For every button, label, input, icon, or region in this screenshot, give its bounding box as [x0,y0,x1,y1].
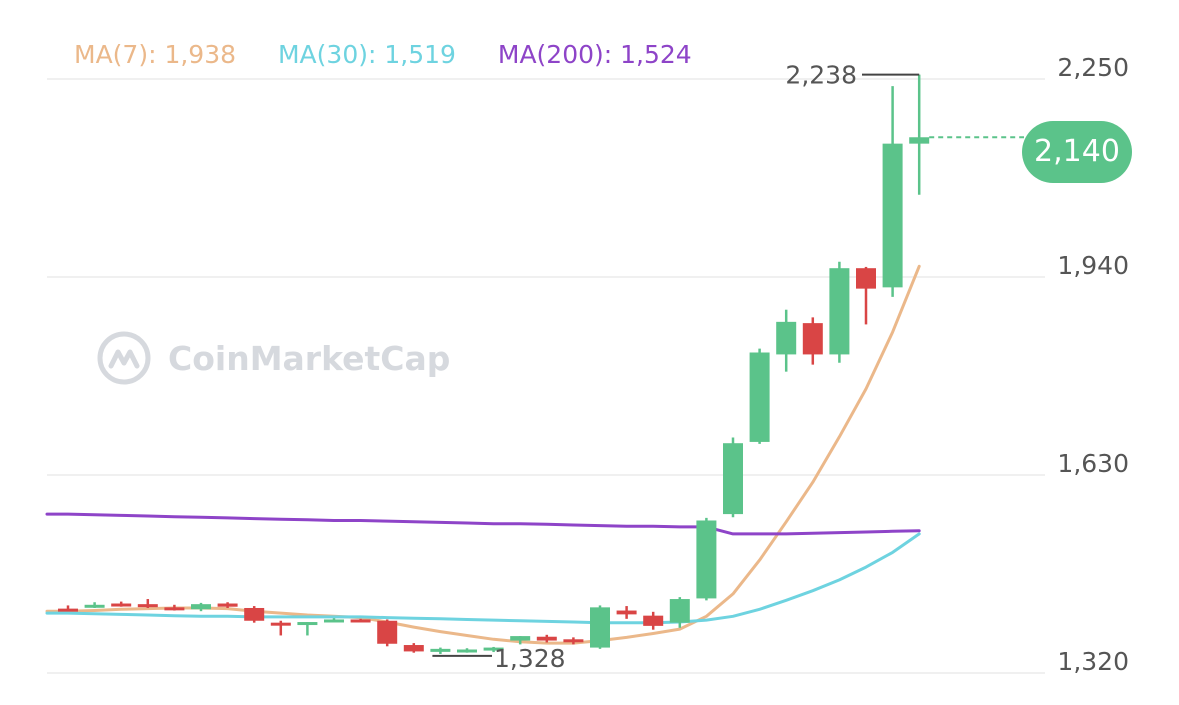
legend-ma7: MA(7): 1,938 [74,40,237,69]
candle [111,601,132,607]
ma-line-ma200 [45,512,921,536]
ma-line-ma7 [45,264,921,645]
candle-body [111,603,132,607]
candle-body [457,649,477,653]
candle [776,309,797,372]
candle [882,86,903,297]
candle [244,606,265,623]
y-tick-label: 2,250 [1057,53,1129,82]
watermark: CoinMarketCap [96,330,450,386]
candle [669,597,690,628]
candle [590,605,610,649]
candle [58,605,78,612]
y-tick-label: 1,320 [1057,647,1129,676]
legend-ma200: MA(200): 1,524 [497,40,692,69]
candle [430,647,451,654]
candle [829,261,850,363]
candle [350,618,371,623]
candle-body [776,321,797,355]
candle-body [563,639,584,643]
candle-body [58,608,78,612]
candle [270,620,291,636]
candle-body [217,603,238,607]
candle-body [856,268,876,289]
ma-legend: MA(7): 1,938 MA(30): 1,519 MA(200): 1,52… [74,40,726,69]
moving-average-lines [45,264,921,645]
candle [723,437,743,518]
candle [84,602,105,608]
candle-body [137,604,158,608]
ma-line-ma30 [45,532,921,625]
candle-body [882,143,903,288]
candle-body [749,352,770,442]
candle-body [164,607,185,611]
low-marker-label: 1,328 [494,644,566,673]
candle-body [723,443,743,515]
legend-ma30: MA(30): 1,519 [277,40,456,69]
candle-body [350,619,371,623]
candle-body [403,645,424,652]
candle [191,602,211,612]
candle-body [909,137,930,144]
candle [643,611,664,630]
candle [749,348,770,444]
watermark-text: CoinMarketCap [168,338,451,378]
candle [536,634,557,643]
candle-body [191,604,211,610]
candle-body [536,636,557,641]
candle [137,599,158,608]
y-tick-label: 1,630 [1057,449,1129,478]
grid-lines [47,78,1045,674]
candle-body [590,607,610,648]
candle [856,266,876,325]
candle-body [802,323,823,355]
candle [164,604,185,611]
candle-body [510,636,531,641]
candle [563,637,584,645]
candles [58,74,930,654]
candle-body [669,599,690,623]
high-low-markers: 2,238 1,328 [432,61,1024,673]
candle-body [696,520,717,599]
current-price-badge: 2,140 [1022,121,1132,183]
high-marker-label: 2,238 [785,61,857,90]
candle-body [829,268,850,355]
candle [457,648,477,653]
candle [217,602,238,608]
candle-body [643,615,664,626]
candle-body [616,610,637,615]
y-tick-label: 1,940 [1057,251,1129,280]
candle-body [430,648,451,652]
candle [510,636,531,645]
candle [403,643,424,653]
candle [297,622,318,636]
candle [802,317,823,365]
candle [696,517,717,601]
candle [483,646,504,653]
candle [324,618,344,623]
candle-body [84,604,105,608]
candle-body [244,607,265,621]
candle [377,619,398,647]
candle-body [270,622,291,626]
candle-body [483,647,504,651]
candle [909,74,930,195]
candle-body [377,620,398,644]
candle-body [297,622,318,626]
coinmarketcap-logo-icon [97,331,151,385]
candle-body [324,619,344,623]
candle [616,606,637,619]
y-axis: 2,250 1,940 1,630 1,320 [1057,53,1129,676]
